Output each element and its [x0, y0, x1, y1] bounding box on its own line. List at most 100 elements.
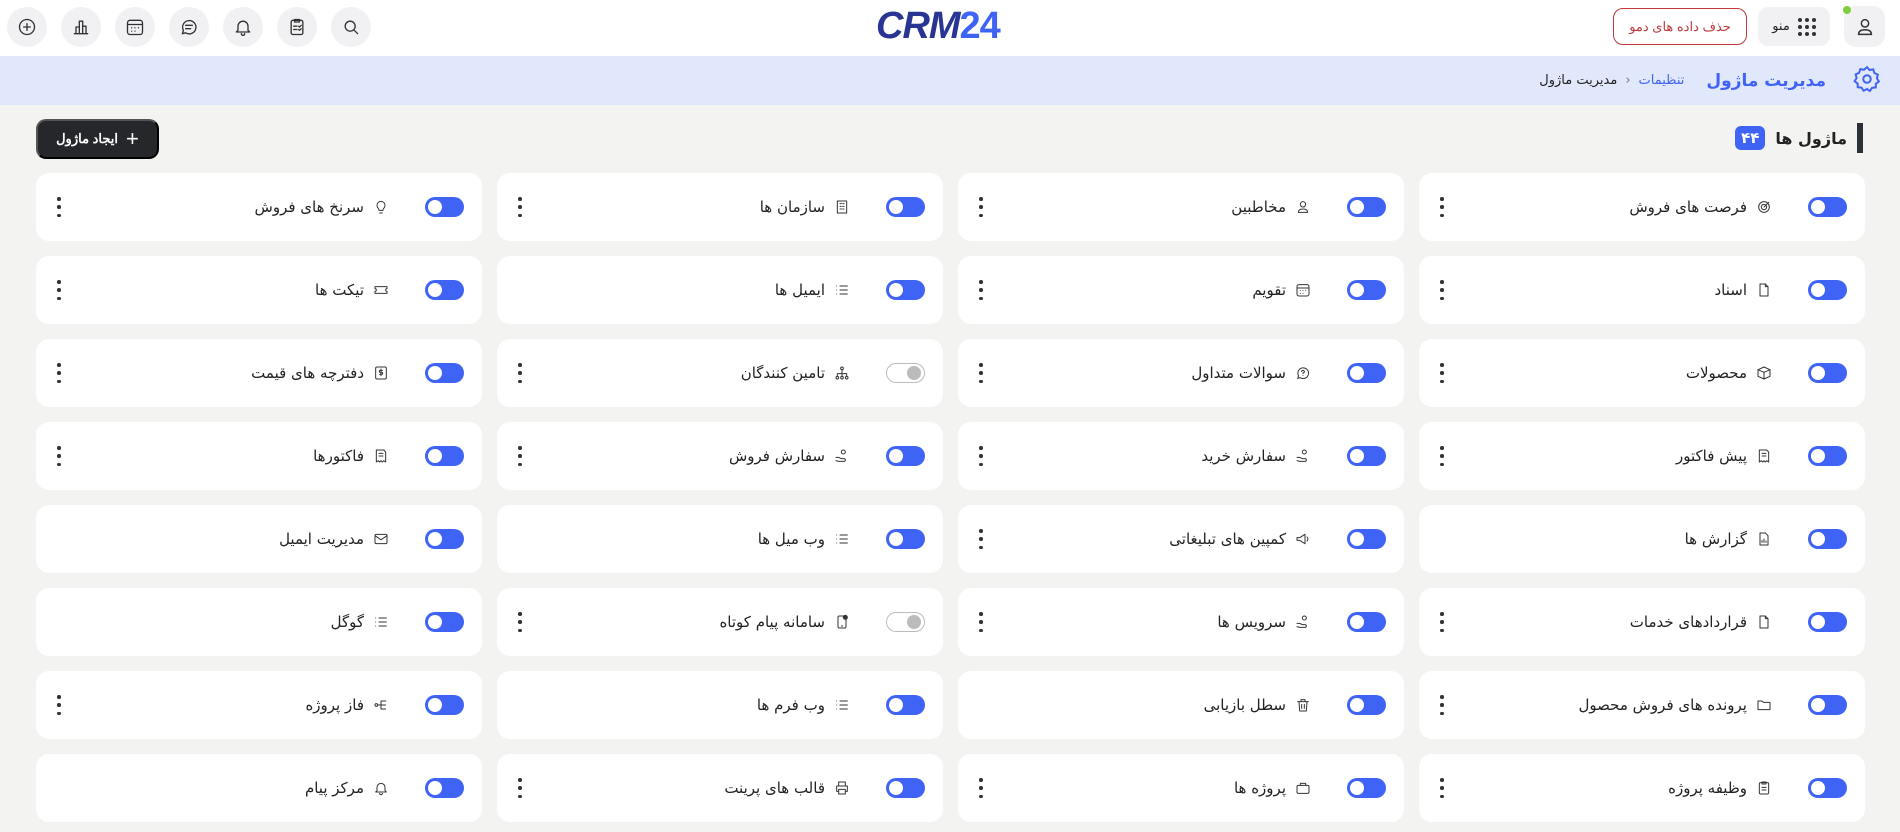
module-toggle[interactable] — [425, 280, 464, 300]
module-icon — [1756, 531, 1772, 547]
module-icon — [373, 531, 389, 547]
module-card: اسناد — [1419, 256, 1865, 324]
module-toggle[interactable] — [1347, 778, 1386, 798]
chart-bar-button[interactable] — [61, 7, 101, 47]
module-label: کمپین های تبلیغاتی — [1169, 530, 1286, 548]
chat-button[interactable] — [169, 7, 209, 47]
module-toggle[interactable] — [425, 778, 464, 798]
user-avatar-button[interactable] — [1844, 6, 1885, 47]
module-card: وظیفه پروژه — [1419, 754, 1865, 822]
module-card: وب فرم ها — [497, 671, 943, 739]
hand-coin-icon — [1296, 615, 1307, 628]
module-icon — [373, 780, 389, 796]
more-options-icon[interactable] — [1439, 612, 1445, 632]
more-options-icon[interactable] — [517, 446, 523, 466]
create-module-button[interactable]: + ایجاد ماژول — [36, 119, 159, 159]
module-toggle[interactable] — [886, 280, 925, 300]
module-toggle[interactable] — [886, 695, 925, 715]
more-options-icon[interactable] — [517, 363, 523, 383]
more-options-icon[interactable] — [517, 197, 523, 217]
search-button[interactable] — [331, 7, 371, 47]
more-options-icon[interactable] — [56, 197, 62, 217]
module-card: تقویم — [958, 256, 1404, 324]
more-options-icon[interactable] — [978, 363, 984, 383]
module-toggle[interactable] — [1808, 695, 1847, 715]
more-options-icon[interactable] — [978, 280, 984, 300]
module-toggle[interactable] — [1347, 446, 1386, 466]
module-toggle[interactable] — [1808, 529, 1847, 549]
chat-question-icon — [1297, 367, 1310, 379]
module-toggle[interactable] — [1808, 612, 1847, 632]
more-options-icon[interactable] — [1439, 197, 1445, 217]
module-card: سفارش خرید — [958, 422, 1404, 490]
module-toggle[interactable] — [886, 612, 925, 632]
module-toggle[interactable] — [1347, 280, 1386, 300]
module-toggle[interactable] — [886, 778, 925, 798]
megaphone-icon — [1296, 533, 1309, 545]
more-options-icon[interactable] — [1439, 280, 1445, 300]
module-toggle[interactable] — [425, 197, 464, 217]
module-toggle[interactable] — [1347, 363, 1386, 383]
list-icon — [836, 700, 848, 710]
module-label: فرصت های فروش — [1629, 198, 1747, 216]
search-icon — [344, 20, 359, 35]
module-toggle[interactable] — [1347, 612, 1386, 632]
more-options-icon[interactable] — [978, 197, 984, 217]
more-options-icon[interactable] — [978, 529, 984, 549]
module-card: سطل بازیابی — [958, 671, 1404, 739]
module-icon — [834, 531, 850, 547]
module-icon — [1756, 282, 1772, 298]
module-label: مرکز پیام — [304, 779, 364, 797]
module-toggle[interactable] — [425, 446, 464, 466]
module-toggle[interactable] — [425, 612, 464, 632]
module-toggle[interactable] — [886, 446, 925, 466]
module-label: سوالات متداول — [1191, 364, 1286, 382]
module-toggle[interactable] — [886, 363, 925, 383]
module-toggle[interactable] — [1808, 280, 1847, 300]
clipboard-check-button[interactable] — [277, 7, 317, 47]
more-options-icon[interactable] — [978, 446, 984, 466]
apps-menu-button[interactable]: منو — [1758, 7, 1830, 46]
invoice-icon — [1758, 449, 1770, 463]
breadcrumb-settings-link[interactable]: تنظیمات — [1638, 73, 1685, 88]
delete-demo-data-button[interactable]: حذف داده های دمو — [1613, 8, 1747, 45]
module-toggle[interactable] — [1347, 529, 1386, 549]
module-label: سطل بازیابی — [1203, 696, 1286, 714]
calendar-icon — [126, 19, 144, 36]
more-options-icon[interactable] — [56, 280, 62, 300]
module-toggle[interactable] — [425, 363, 464, 383]
module-toggle[interactable] — [1347, 197, 1386, 217]
module-toggle[interactable] — [425, 695, 464, 715]
module-toggle[interactable] — [1347, 695, 1386, 715]
module-toggle[interactable] — [1808, 197, 1847, 217]
more-options-icon[interactable] — [517, 778, 523, 798]
module-toggle[interactable] — [886, 529, 925, 549]
module-label: پروژه ها — [1233, 779, 1286, 797]
calendar-button[interactable] — [115, 7, 155, 47]
module-grid: فرصت های فروش مخاطبین سازمان ها سرنخ های… — [36, 173, 1865, 822]
more-options-icon[interactable] — [56, 695, 62, 715]
more-options-icon[interactable] — [1439, 363, 1445, 383]
module-toggle[interactable] — [886, 197, 925, 217]
more-options-icon[interactable] — [978, 612, 984, 632]
module-card: محصولات — [1419, 339, 1865, 407]
module-toggle[interactable] — [425, 529, 464, 549]
more-options-icon[interactable] — [1439, 778, 1445, 798]
more-options-icon[interactable] — [1439, 446, 1445, 466]
module-toggle[interactable] — [1808, 446, 1847, 466]
crm24-logo[interactable]: CRM 24 — [876, 5, 1001, 47]
more-options-icon[interactable] — [1439, 695, 1445, 715]
more-options-icon[interactable] — [56, 446, 62, 466]
module-label: وب میل ها — [757, 530, 825, 548]
module-toggle[interactable] — [1808, 778, 1847, 798]
plus-circle-button[interactable] — [7, 7, 47, 47]
section-accent-bar — [1857, 123, 1863, 153]
module-toggle[interactable] — [1808, 363, 1847, 383]
module-icon — [373, 697, 389, 713]
bell-button[interactable] — [223, 7, 263, 47]
more-options-icon[interactable] — [56, 363, 62, 383]
module-card: کمپین های تبلیغاتی — [958, 505, 1404, 573]
breadcrumb-current: مدیریت ماژول — [1539, 73, 1618, 88]
more-options-icon[interactable] — [517, 612, 523, 632]
more-options-icon[interactable] — [978, 778, 984, 798]
